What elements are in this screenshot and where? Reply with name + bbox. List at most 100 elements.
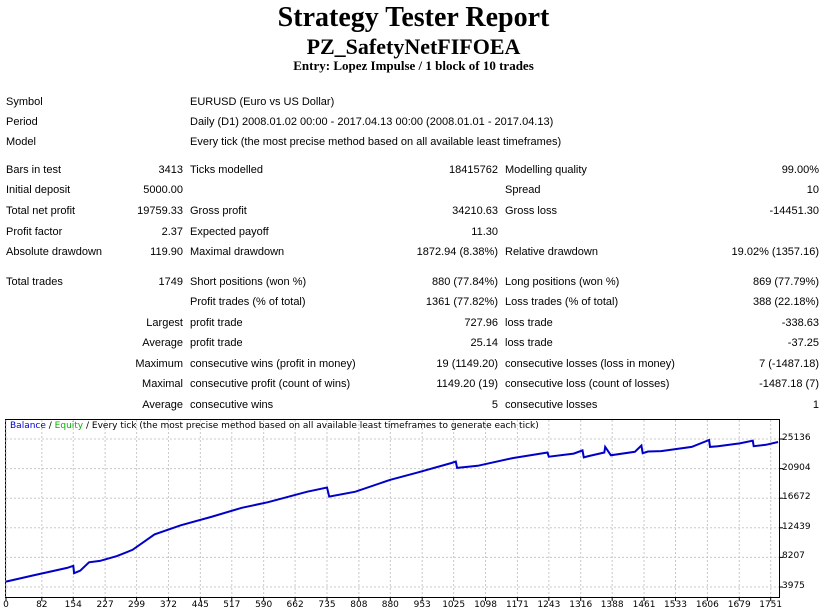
netprofit-value: 19759.33: [137, 205, 183, 217]
netprofit-label: Total net profit: [6, 205, 76, 217]
max-consec-loss-value: -1487.18 (7): [759, 378, 819, 390]
profitfactor-value: 2.37: [161, 226, 183, 238]
x-tick-label: 880: [381, 600, 399, 610]
grossprofit-label: Gross profit: [190, 205, 247, 217]
max-consec-loss-label: consecutive loss (count of losses): [505, 378, 670, 390]
x-tick-label: 1533: [664, 600, 687, 610]
maxdd-value: 1872.94 (8.38%): [416, 246, 498, 258]
x-tick-label: 299: [127, 600, 146, 610]
largest-profit-value: 727.96: [464, 317, 498, 329]
spread-value: 10: [806, 184, 819, 196]
max-consec-losses-value: 7 (-1487.18): [759, 358, 819, 370]
legend-equity: Equity: [54, 421, 84, 431]
x-tick-label: 82: [36, 600, 48, 610]
largest-loss-value: -338.63: [781, 317, 819, 329]
model-label: Model: [6, 136, 36, 148]
grossloss-value: -14451.30: [769, 205, 819, 217]
entry-description: Entry: Lopez Impulse / 1 block of 10 tra…: [293, 58, 534, 73]
avg-consec-wins-label: consecutive wins: [190, 399, 274, 411]
x-tick-label: 1461: [632, 600, 656, 610]
balance-chart: [5, 419, 783, 601]
avg-consec-wins-value: 5: [491, 399, 498, 411]
largest-loss-label: loss trade: [505, 317, 553, 329]
reldd-value: 19.02% (1357.16): [731, 246, 819, 258]
x-tick-label: 372: [159, 600, 178, 610]
absdd-label: Absolute drawdown: [6, 246, 103, 258]
average-loss-value: -37.25: [787, 337, 819, 349]
symbol-label: Symbol: [6, 96, 43, 108]
payoff-label: Expected payoff: [190, 226, 269, 238]
model-value: Every tick (the most precise method base…: [190, 136, 562, 148]
x-tick-label: 1243: [537, 600, 561, 610]
x-tick-label: 590: [255, 600, 273, 610]
losstrades-label: Loss trades (% of total): [505, 296, 619, 308]
largest-profit-label: profit trade: [190, 317, 243, 329]
maximum-label: Maximum: [135, 358, 183, 370]
profitfactor-label: Profit factor: [6, 226, 63, 238]
avg-consec-losses-label: consecutive losses: [505, 399, 598, 411]
trades-label: Total trades: [6, 276, 63, 288]
average2-label: Average: [142, 399, 183, 411]
x-tick-label: 1098: [474, 600, 497, 610]
max-consec-profit-label: consecutive profit (count of wins): [190, 378, 351, 390]
quality-label: Modelling quality: [505, 164, 587, 176]
average-label: Average: [142, 337, 183, 349]
average-loss-label: loss trade: [505, 337, 553, 349]
report-title: Strategy Tester Report: [277, 2, 550, 33]
quality-value: 99.00%: [781, 164, 819, 176]
x-tick-label: 1025: [442, 600, 466, 610]
avg-consec-losses-value: 1: [812, 399, 819, 411]
short-label: Short positions (won %): [190, 276, 307, 288]
grossprofit-value: 34210.63: [452, 205, 498, 217]
x-tick-label: 0: [3, 600, 9, 610]
average-profit-label: profit trade: [190, 337, 243, 349]
x-tick-label: 154: [64, 600, 82, 610]
deposit-value: 5000.00: [143, 184, 183, 196]
period-label: Period: [6, 116, 38, 128]
max-consec-profit-value: 1149.20 (19): [436, 378, 498, 390]
ticks-label: Ticks modelled: [190, 164, 263, 176]
long-label: Long positions (won %): [505, 276, 620, 288]
trades-value: 1749: [158, 276, 183, 288]
profittrades-label: Profit trades (% of total): [190, 296, 306, 308]
period-value: Daily (D1) 2008.01.02 00:00 - 2017.04.13…: [190, 116, 554, 128]
max-consec-losses-label: consecutive losses (loss in money): [505, 358, 675, 370]
legend-description: Every tick (the most precise method base…: [91, 421, 539, 431]
x-tick-label: 808: [350, 600, 368, 610]
balance-line: [5, 438, 779, 583]
y-tick-label: 20904: [782, 462, 811, 473]
bars-label: Bars in test: [6, 164, 62, 176]
x-tick-label: 1316: [569, 600, 593, 610]
y-tick-label: 8207: [782, 551, 805, 562]
symbol-value: EURUSD (Euro vs US Dollar): [190, 96, 335, 108]
absdd-value: 119.90: [150, 246, 183, 258]
maximal-label: Maximal: [142, 378, 183, 390]
x-tick-label: 227: [96, 600, 114, 610]
deposit-label: Initial deposit: [6, 184, 71, 196]
x-tick-label: 517: [223, 600, 241, 610]
payoff-value: 11.30: [471, 226, 498, 238]
y-tick-label: 3975: [782, 581, 805, 591]
x-tick-label: 1679: [727, 600, 751, 610]
x-tick-label: 953: [413, 600, 431, 610]
x-tick-label: 662: [286, 600, 304, 610]
grossloss-label: Gross loss: [505, 205, 557, 217]
bars-value: 3413: [158, 164, 183, 176]
legend-balance: Balance: [10, 421, 46, 431]
legend-separator: /: [45, 421, 55, 431]
y-tick-label: 16672: [782, 492, 811, 503]
short-value: 880 (77.84%): [431, 276, 498, 288]
losstrades-value: 388 (22.18%): [752, 296, 819, 308]
ticks-value: 18415762: [449, 164, 498, 176]
legend-separator: /: [83, 421, 92, 431]
x-tick-label: 445: [191, 600, 209, 610]
x-tick-label: 1171: [505, 600, 529, 610]
chart-legend: Balance / Equity / Every tick (the most …: [10, 421, 539, 431]
y-tick-label: 12439: [782, 521, 811, 532]
y-tick-label: 25136: [782, 433, 811, 443]
x-tick-label: 1388: [600, 600, 624, 610]
x-tick-label: 1751: [759, 600, 783, 610]
max-consec-wins-value: 19 (1149.20): [436, 358, 498, 370]
x-tick-label: 735: [318, 600, 336, 610]
maxdd-label: Maximal drawdown: [190, 246, 285, 258]
